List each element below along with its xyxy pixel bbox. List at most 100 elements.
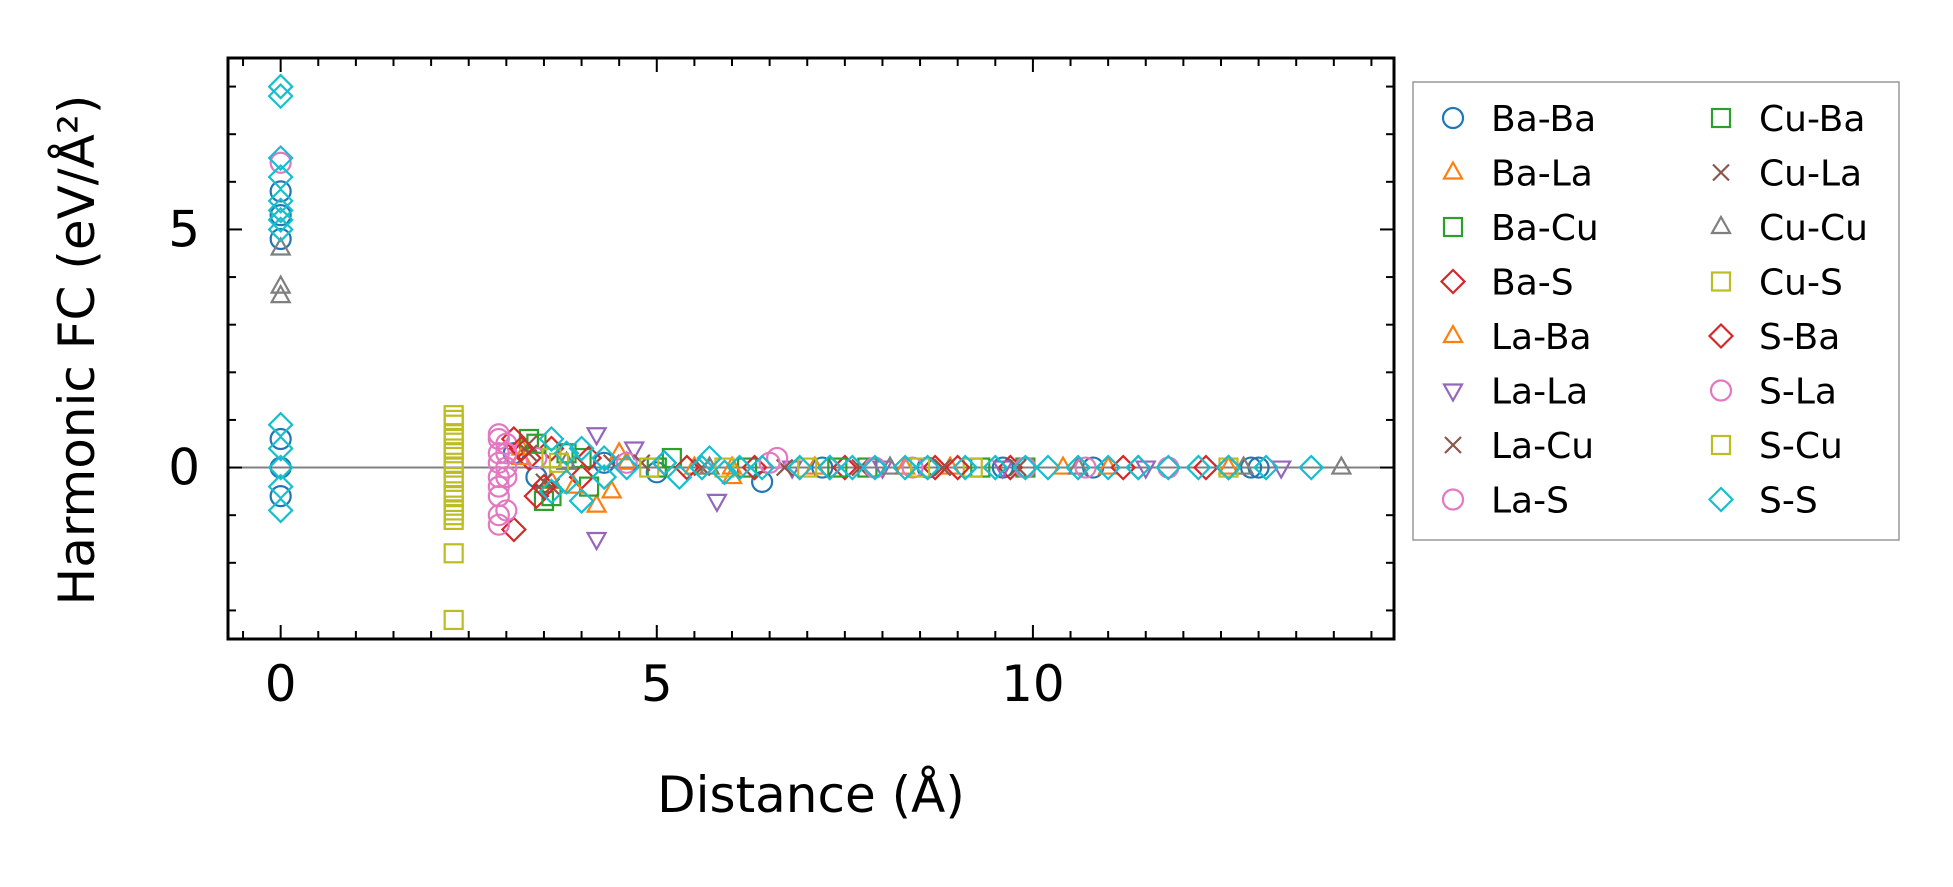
- data-point: [1009, 458, 1027, 477]
- data-point: [827, 457, 848, 478]
- data-point: [443, 466, 464, 488]
- legend-item: Cu-Ba: [1710, 99, 1865, 140]
- data-point: [1330, 455, 1353, 475]
- legend-label: Ba-Cu: [1491, 208, 1599, 249]
- data-point: [269, 180, 292, 203]
- legend: Ba-Ba Ba-La Ba-Cu Ba-S La-Ba La-La La-Cu La-S Cu…: [1412, 81, 1900, 541]
- legend-item: Cu-S: [1710, 263, 1843, 304]
- data-point: [269, 236, 292, 256]
- legend-frame: [1412, 81, 1900, 541]
- data-point: [538, 478, 565, 505]
- data-point: [585, 427, 608, 447]
- legend-label: La-La: [1491, 372, 1588, 413]
- legend-item: S-Cu: [1710, 426, 1843, 467]
- data-point: [944, 454, 971, 481]
- data-point: [443, 609, 464, 631]
- legend-label: Ba-Ba: [1491, 99, 1596, 140]
- data-point: [487, 504, 510, 527]
- data-point: [487, 427, 510, 451]
- legend-label: La-S: [1491, 481, 1569, 522]
- data-point: [721, 455, 743, 475]
- legend-item: Ba-S: [1439, 263, 1574, 304]
- data-point: [1064, 454, 1092, 481]
- data-point: [269, 427, 292, 451]
- y-tick-label: 5: [168, 200, 200, 258]
- data-point: [1218, 457, 1239, 478]
- legend-label: Ba-La: [1491, 154, 1593, 195]
- legend-label: S-Cu: [1759, 426, 1843, 467]
- legend-item: La-Cu: [1444, 426, 1594, 467]
- data-point: [568, 435, 595, 462]
- data-point: [269, 485, 292, 508]
- data-point: [269, 227, 292, 251]
- data-point: [269, 283, 292, 304]
- legend-marker: [1710, 434, 1732, 456]
- data-point: [267, 187, 294, 214]
- y-tick-label: 0: [168, 439, 200, 497]
- data-point: [1125, 454, 1152, 481]
- data-point: [515, 444, 542, 472]
- data-point: [267, 197, 294, 224]
- data-point: [991, 460, 1014, 480]
- data-point: [922, 454, 949, 481]
- data-point: [1215, 454, 1242, 481]
- data-point: [443, 409, 464, 431]
- legend-item: La-Ba: [1442, 317, 1592, 358]
- data-point: [839, 454, 866, 481]
- data-point: [500, 516, 527, 543]
- legend-marker: [1710, 271, 1732, 292]
- data-point: [267, 497, 294, 524]
- legend-marker: [1712, 163, 1730, 182]
- legend-marker: [1444, 436, 1462, 454]
- legend-item: Cu-La: [1712, 154, 1862, 195]
- data-point: [568, 487, 595, 514]
- legend-label: Cu-La: [1759, 154, 1862, 195]
- data-point: [909, 457, 931, 478]
- data-point: [267, 435, 294, 462]
- data-point: [487, 513, 510, 536]
- data-point: [952, 454, 979, 481]
- data-point: [495, 442, 518, 465]
- data-point: [1012, 454, 1039, 481]
- legend-marker: [1707, 486, 1735, 513]
- data-point: [651, 449, 678, 476]
- legend-item: La-La: [1442, 372, 1588, 413]
- data-point: [982, 454, 1009, 481]
- legend-item: S-S: [1707, 481, 1818, 522]
- x-axis-label: Distance (Å): [657, 766, 965, 824]
- data-point: [608, 441, 631, 461]
- data-point: [696, 444, 723, 472]
- legend-item: Ba-La: [1442, 154, 1593, 195]
- x-tick-label: 0: [265, 655, 297, 713]
- data-point: [623, 441, 646, 461]
- data-point: [443, 424, 464, 445]
- legend-marker: [1441, 488, 1465, 511]
- data-point: [530, 473, 558, 500]
- data-point: [914, 454, 941, 481]
- data-point: [1155, 454, 1182, 481]
- data-point: [891, 454, 919, 481]
- legend-item: Ba-Cu: [1442, 208, 1599, 249]
- legend-marker: [1709, 379, 1733, 402]
- y-axis-label: Harmonic FC (eV/Å²): [48, 95, 106, 606]
- data-point: [267, 83, 294, 110]
- data-point: [538, 435, 565, 462]
- data-point: [706, 493, 728, 514]
- data-point: [688, 454, 715, 481]
- data-point: [443, 452, 464, 473]
- legend-marker: [1707, 322, 1735, 350]
- data-point: [508, 435, 535, 462]
- legend-label: Cu-Ba: [1759, 99, 1865, 140]
- series-ba-ba: [269, 180, 1270, 508]
- plot-frame: [226, 56, 1396, 641]
- data-point: [714, 457, 735, 478]
- data-point: [267, 216, 294, 243]
- data-point: [267, 144, 294, 172]
- data-point: [797, 457, 818, 478]
- axes: 0 5 10 0 5: [168, 56, 1396, 713]
- legend-item: S-Ba: [1707, 317, 1840, 358]
- data-point: [267, 206, 294, 233]
- data-point: [593, 451, 616, 474]
